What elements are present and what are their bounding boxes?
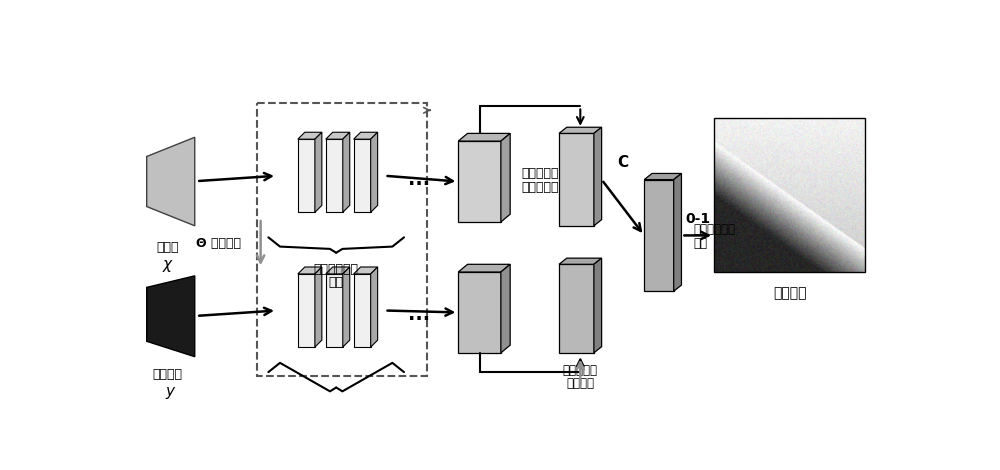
Polygon shape [354, 267, 378, 274]
Polygon shape [594, 127, 602, 226]
Text: 概率匹配对应: 概率匹配对应 [693, 223, 735, 236]
Polygon shape [559, 127, 602, 133]
Text: ...: ... [408, 305, 431, 324]
Polygon shape [458, 272, 501, 353]
Text: 匹配模块: 匹配模块 [566, 377, 594, 391]
Text: Θ 权値共享: Θ 权値共享 [196, 236, 241, 250]
Text: 模块: 模块 [693, 236, 707, 250]
Text: 向量归一化: 向量归一化 [522, 181, 559, 194]
Text: ...: ... [408, 170, 431, 189]
Polygon shape [594, 258, 602, 353]
Polygon shape [326, 132, 350, 139]
Polygon shape [354, 274, 371, 347]
Bar [257, 102, 427, 376]
Polygon shape [458, 264, 510, 272]
Polygon shape [371, 132, 378, 212]
Polygon shape [501, 133, 510, 222]
Text: χ: χ [163, 257, 172, 272]
Polygon shape [644, 180, 674, 291]
Text: y: y [165, 384, 174, 399]
Polygon shape [559, 258, 602, 264]
Polygon shape [147, 137, 195, 226]
Text: 0-1: 0-1 [685, 212, 710, 226]
Polygon shape [298, 139, 315, 212]
Polygon shape [371, 267, 378, 347]
Polygon shape [559, 264, 594, 353]
Polygon shape [343, 267, 350, 347]
Polygon shape [298, 274, 315, 347]
Text: C: C [617, 156, 629, 170]
Polygon shape [354, 132, 378, 139]
Text: 特征描述子: 特征描述子 [522, 167, 559, 180]
Text: 最近邻特征: 最近邻特征 [563, 364, 598, 377]
Polygon shape [147, 276, 195, 357]
Polygon shape [354, 139, 371, 212]
Polygon shape [674, 173, 681, 291]
Polygon shape [326, 267, 350, 274]
Polygon shape [501, 264, 510, 353]
Polygon shape [559, 133, 594, 226]
Polygon shape [326, 139, 343, 212]
Polygon shape [315, 267, 322, 347]
Polygon shape [315, 132, 322, 212]
Polygon shape [343, 132, 350, 212]
Text: 匹配输出: 匹配输出 [773, 286, 806, 300]
Polygon shape [458, 133, 510, 141]
Polygon shape [326, 274, 343, 347]
Text: 模块: 模块 [329, 276, 344, 289]
Polygon shape [298, 267, 322, 274]
Polygon shape [298, 132, 322, 139]
Text: 特征融合提取: 特征融合提取 [314, 263, 359, 276]
Bar [714, 118, 865, 272]
Polygon shape [458, 141, 501, 222]
Text: 源点云: 源点云 [156, 241, 179, 254]
Text: 目标点云: 目标点云 [153, 368, 183, 381]
Polygon shape [644, 173, 681, 180]
